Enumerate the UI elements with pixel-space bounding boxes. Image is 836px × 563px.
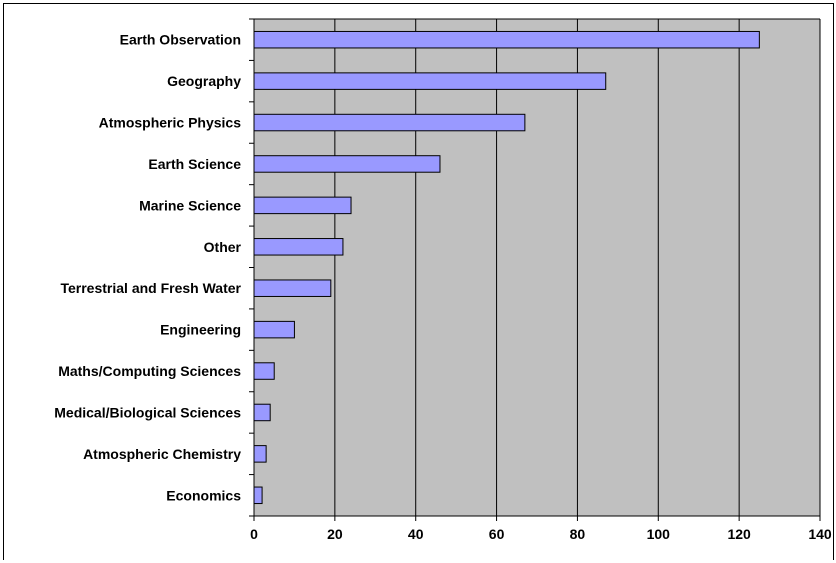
- bar-earth-observation: [253, 30, 760, 49]
- bar-geography: [253, 72, 607, 90]
- bar-other: [253, 238, 344, 256]
- category-label: Engineering: [160, 322, 241, 338]
- bar-earth-science: [253, 155, 441, 173]
- x-tick-label: 60: [489, 526, 505, 542]
- bars: [253, 30, 760, 505]
- x-tick-label: 140: [808, 526, 832, 542]
- x-tick-label: 100: [647, 526, 671, 542]
- bar-chart: Earth Observation Geography Atmospheric Ph…: [54, 18, 832, 542]
- bar-terrestrial-and-fresh-water: [253, 279, 332, 297]
- category-label: Other: [204, 239, 242, 255]
- bar-economics: [253, 486, 263, 505]
- x-tick-label: 0: [250, 526, 258, 542]
- x-tick-label: 80: [570, 526, 586, 542]
- axes: [249, 18, 821, 517]
- category-label: Geography: [167, 73, 241, 89]
- bar-marine-science: [253, 196, 352, 215]
- category-label: Maths/Computing Sciences: [58, 363, 241, 379]
- x-tick-label: 40: [408, 526, 424, 542]
- x-tick-label: 20: [327, 526, 343, 542]
- category-label: Marine Science: [139, 197, 241, 213]
- category-label: Terrestrial and Fresh Water: [60, 280, 241, 296]
- bar-engineering: [253, 320, 295, 339]
- x-tick-label: 120: [727, 526, 751, 542]
- category-label: Atmospheric Physics: [99, 115, 242, 131]
- category-label: Earth Observation: [120, 32, 241, 48]
- x-tick-labels: 0 20 40 60 80 100 120 140: [250, 516, 832, 542]
- bar-atmospheric-physics: [253, 113, 526, 132]
- chart-frame: Earth Observation Geography Atmospheric Ph…: [3, 3, 834, 560]
- bar-atmospheric-chemistry: [253, 445, 267, 463]
- category-label: Medical/Biological Sciences: [54, 404, 241, 420]
- bar-medical-biological-sciences: [253, 403, 271, 422]
- bar-maths-computing-sciences: [253, 362, 275, 380]
- category-labels: Earth Observation Geography Atmospheric Ph…: [54, 32, 241, 504]
- category-label: Earth Science: [148, 156, 241, 172]
- plot-area: [254, 19, 820, 516]
- category-label: Atmospheric Chemistry: [83, 446, 241, 462]
- category-label: Economics: [166, 487, 241, 503]
